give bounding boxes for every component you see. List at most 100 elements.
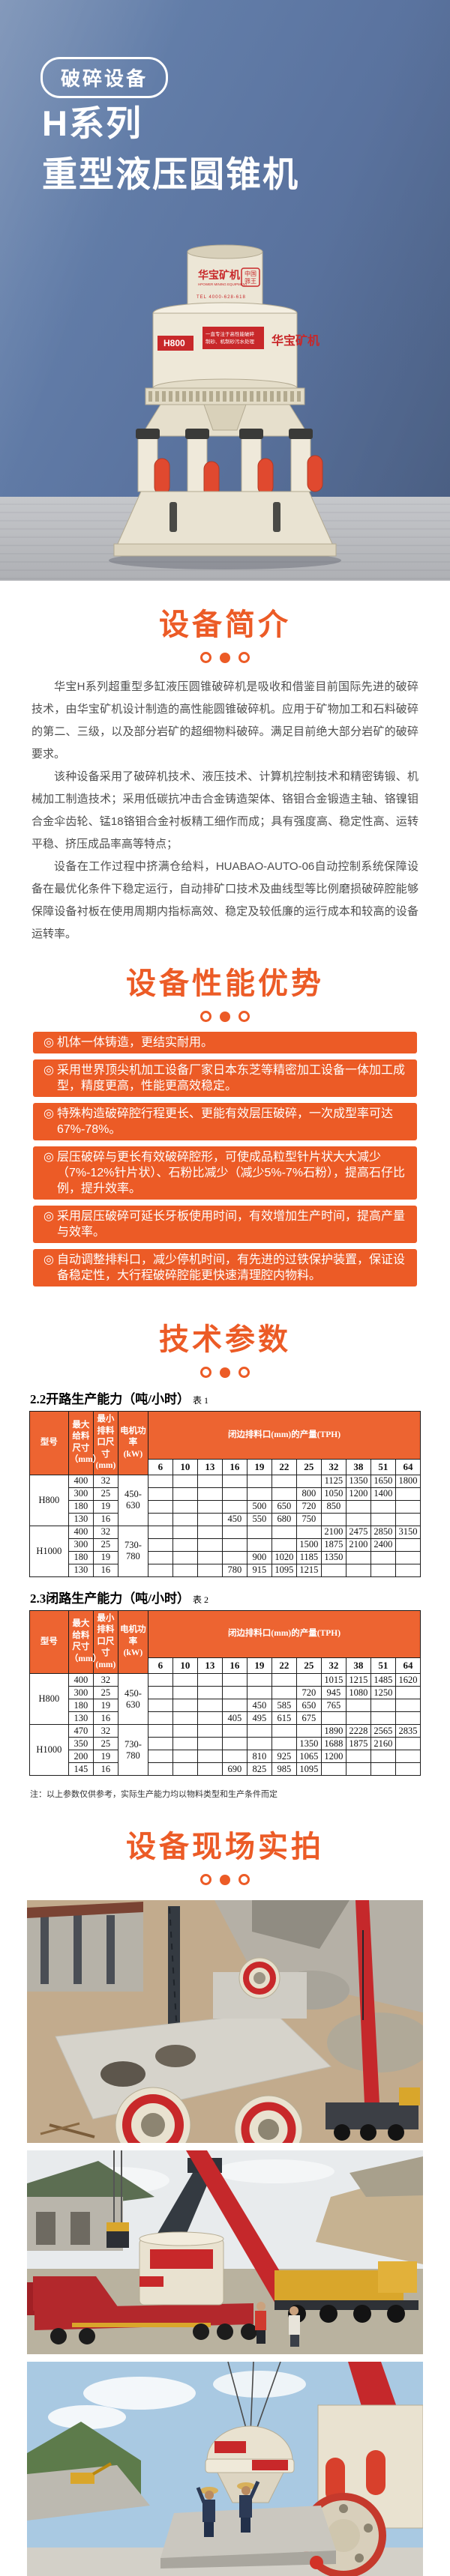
feed-size-cell: 180 (68, 1699, 94, 1713)
capacity-value-cell: 1215 (345, 1673, 371, 1687)
power-cell: 450-630 (117, 1474, 148, 1526)
capacity-value-cell: 675 (296, 1711, 322, 1726)
capacity-value-cell (147, 1550, 173, 1564)
capacity-value-cell: 2228 (345, 1724, 371, 1738)
table-row: 130 16 405 495 615 675 (29, 1711, 422, 1726)
bullet-icon: ◎ (44, 1210, 54, 1223)
capacity-value-cell (320, 1762, 346, 1777)
css-size-cell: 16 (92, 1512, 118, 1526)
feed-size-cell: 180 (68, 1499, 94, 1514)
section-dots (0, 1367, 450, 1378)
machine-seal-line2: 筛王 (244, 277, 256, 285)
capacity-value-cell (345, 1762, 371, 1777)
css-size-cell: 19 (92, 1699, 118, 1713)
css-column-header: 38 (345, 1458, 371, 1475)
css-size-cell: 25 (92, 1538, 118, 1552)
capacity-value-cell (320, 1563, 346, 1577)
dot-filled-icon (220, 1011, 230, 1022)
capacity-value-cell (345, 1563, 371, 1577)
col-power: 电机功率(kW) (117, 1609, 148, 1675)
css-column-header: 22 (271, 1458, 297, 1475)
col-max-feed: 最大给料尺寸（mm） (68, 1411, 101, 1475)
bullet-icon: ◎ (44, 1254, 54, 1266)
css-column-header: 51 (370, 1657, 396, 1675)
advantage-item: ◎ 自动调整排料口，减少停机时间，有先进的过铁保护装置，保证设备稳定性，大行程破… (33, 1249, 417, 1287)
capacity-value-cell (394, 1750, 422, 1764)
capacity-value-cell: 1350 (320, 1550, 346, 1564)
advantage-item: ◎ 层压破碎与更长有效破碎腔形，可使成品粒型针片状大大减少（7%-12%针片状）… (33, 1146, 417, 1200)
capacity-value-cell: 1485 (370, 1673, 396, 1687)
capacity-value-cell: 1020 (271, 1550, 297, 1564)
capacity-value-cell (370, 1563, 396, 1577)
capacity-value-cell (147, 1474, 173, 1488)
capacity-value-cell (345, 1550, 371, 1564)
dot-filled-icon (220, 652, 230, 663)
capacity-value-cell (345, 1711, 371, 1726)
capacity-value-cell: 680 (271, 1512, 297, 1526)
capacity-value-cell (147, 1563, 173, 1577)
capacity-value-cell (394, 1499, 422, 1514)
capacity-value-cell (147, 1699, 173, 1713)
table1-caption: 2.2开路生产能力（吨/小时）表 1 (30, 1392, 208, 1406)
css-column-header: 19 (246, 1458, 272, 1475)
capacity-value-cell (246, 1673, 272, 1687)
col-output-span: 闭边排料口(mm)的产量(TPH) (147, 1411, 422, 1460)
capacity-value-cell (246, 1525, 272, 1539)
table-row: 300 25 1500 1875 2100 2400 (29, 1538, 422, 1552)
capacity-value-cell: 1200 (345, 1487, 371, 1501)
machine-banner-line1: 一直专注于高性能破碎 (206, 330, 255, 337)
intro-paragraph: 华宝H系列超重型多缸液压圆锥破碎机是吸收和借鉴目前国际先进的破碎技术，由华宝矿机… (32, 680, 418, 761)
capacity-value-cell: 3150 (394, 1525, 422, 1539)
capacity-value-cell (147, 1686, 173, 1700)
css-column-header: 51 (370, 1458, 396, 1475)
capacity-value-cell: 900 (246, 1550, 272, 1564)
capacity-value-cell (320, 1512, 346, 1526)
capacity-value-cell (221, 1686, 248, 1700)
capacity-value-cell (271, 1724, 297, 1738)
capacity-value-cell: 810 (246, 1750, 272, 1764)
css-column-header: 16 (221, 1458, 248, 1475)
capacity-value-cell (271, 1525, 297, 1539)
capacity-value-cell (221, 1724, 248, 1738)
capacity-value-cell: 495 (246, 1711, 272, 1726)
hero-banner: 破碎设备 H系列 重型液压圆锥机 华宝矿机 HPOWER MINING EQUI… (0, 0, 450, 581)
intro-paragraph: 该种设备采用了破碎机技术、液压技术、计算机控制技术和精密铸锻、机械加工制造技术；… (32, 770, 418, 850)
css-column-header: 32 (320, 1657, 346, 1675)
machine-brand-right-text: 华宝矿机 (272, 333, 320, 348)
table-row: 350 25 1350 1688 1875 2160 (29, 1737, 422, 1751)
page-title-line1: H系列 (42, 103, 142, 143)
capacity-value-cell (147, 1750, 173, 1764)
css-size-cell: 16 (92, 1563, 118, 1577)
capacity-value-cell: 780 (221, 1563, 248, 1577)
css-size-cell: 25 (92, 1487, 118, 1501)
capacity-value-cell (370, 1499, 396, 1514)
capacity-value-cell (296, 1525, 322, 1539)
capacity-value-cell (271, 1538, 297, 1552)
capacity-value-cell: 690 (221, 1762, 248, 1777)
capacity-value-cell (147, 1673, 173, 1687)
advantages-list: ◎ 机体一体铸造，更结实耐用。 ◎ 采用世界顶尖机加工设备厂家日本东芝等精密加工… (33, 1032, 417, 1287)
capacity-value-cell (221, 1525, 248, 1539)
capacity-value-cell (196, 1499, 223, 1514)
capacity-value-cell (196, 1550, 223, 1564)
table-row: H1000 400 32 730-780 2100 2475 2850 3150 (28, 1525, 422, 1577)
capacity-value-cell (394, 1762, 422, 1777)
capacity-value-cell: 550 (246, 1512, 272, 1526)
intro-title: 设备简介 (159, 608, 291, 641)
capacity-value-cell: 500 (246, 1499, 272, 1514)
advantage-item: ◎ 特殊构造破碎腔行程更长、更能有效层压破碎，一次成型率可达67%-78%。 (33, 1103, 417, 1140)
table-row: 130 16 450 550 680 750 (29, 1512, 422, 1526)
css-size-cell: 16 (92, 1762, 118, 1777)
feed-size-cell: 400 (68, 1525, 94, 1539)
feed-size-cell: 300 (68, 1538, 94, 1552)
css-column-header: 64 (394, 1458, 422, 1475)
feed-size-cell: 400 (68, 1673, 94, 1687)
col-power: 电机功率(kW) (117, 1411, 148, 1475)
css-column-header: 22 (271, 1657, 297, 1675)
capacity-value-cell (172, 1487, 198, 1501)
capacity-value-cell (394, 1737, 422, 1751)
dot-outline-icon (200, 1367, 212, 1378)
capacity-value-cell (172, 1711, 198, 1726)
css-size-cell: 19 (92, 1550, 118, 1564)
capacity-value-cell (345, 1699, 371, 1713)
